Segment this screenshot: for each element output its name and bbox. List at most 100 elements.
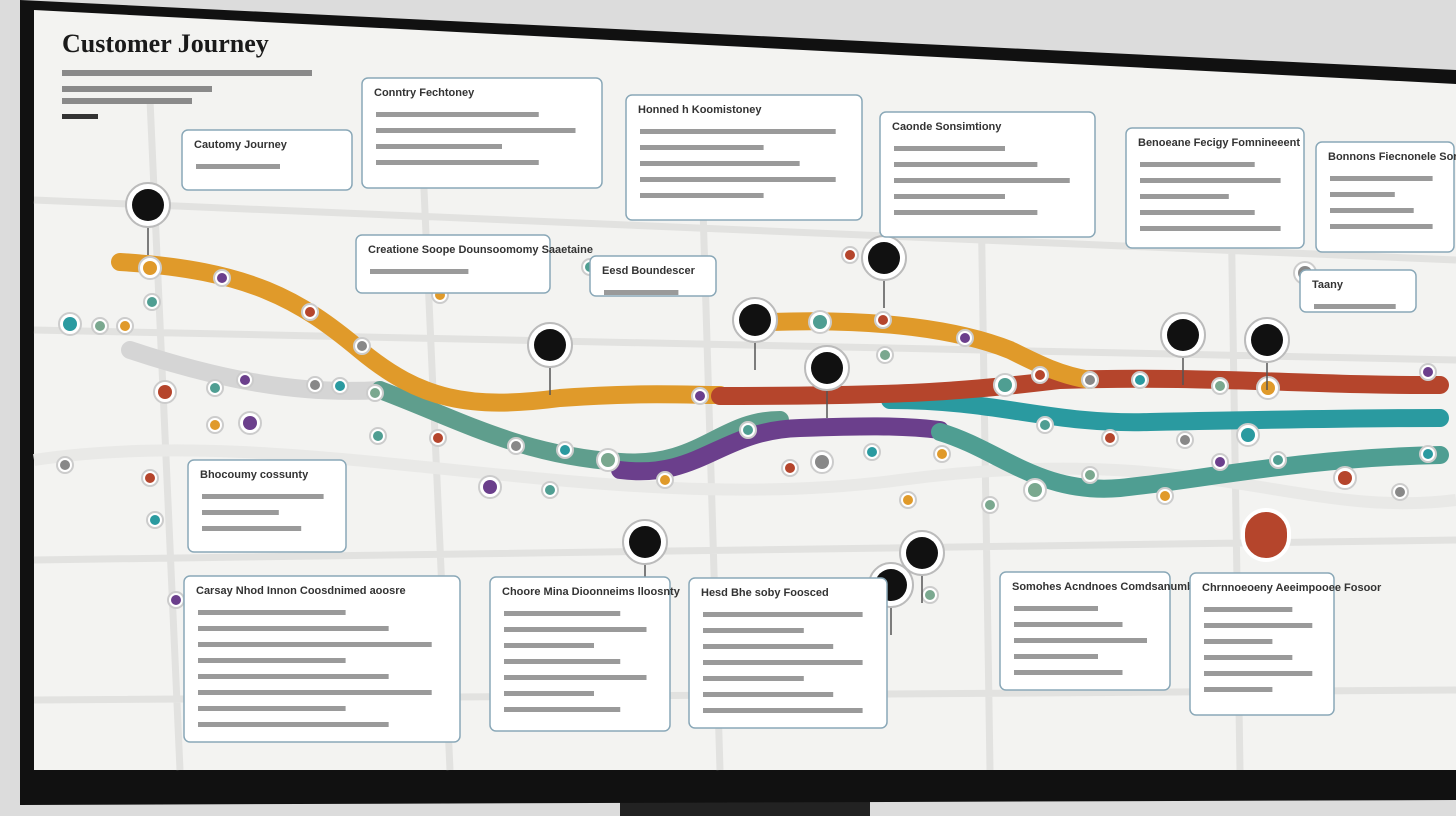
card-title: Hesd Bhe soby Foosced: [701, 587, 829, 599]
milestone: [629, 526, 661, 558]
touchpoint-core: [158, 385, 172, 399]
card-text-line: [504, 691, 594, 696]
card-text-line: [1014, 638, 1147, 643]
touchpoint-core: [867, 447, 877, 457]
milestone: [132, 189, 164, 221]
card-text-line: [1204, 607, 1293, 612]
touchpoint-core: [370, 388, 380, 398]
card-text-line: [504, 707, 621, 712]
milestone: [739, 304, 771, 336]
touchpoint-core: [143, 261, 157, 275]
touchpoint-core: [1105, 433, 1115, 443]
touchpoint-core: [217, 273, 227, 283]
touchpoint-core: [695, 391, 705, 401]
card-text-line: [198, 658, 346, 663]
touchpoint-core: [357, 341, 367, 351]
card-title: Chrnnoeoeny Aeeimpooee Fosoor: [1202, 582, 1382, 594]
touchpoint-core: [145, 473, 155, 483]
touchpoint-core: [210, 420, 220, 430]
card-text-line: [198, 674, 389, 679]
touchpoint-core: [335, 381, 345, 391]
card-text-line: [376, 112, 539, 117]
card-text-line: [640, 193, 764, 198]
touchpoint-core: [660, 475, 670, 485]
touchpoint-core: [1215, 457, 1225, 467]
card-text-line: [894, 178, 1070, 183]
touchpoints: [56, 182, 1437, 635]
card-text-line: [1204, 671, 1313, 676]
touchpoint-core: [813, 315, 827, 329]
milestone: [1251, 324, 1283, 356]
card: [589, 255, 717, 297]
card-text-line: [1204, 623, 1313, 628]
card-text-line: [376, 144, 502, 149]
card-text-line: [640, 177, 836, 182]
card-text-line: [1014, 654, 1098, 659]
highlight-tag: [1241, 508, 1291, 562]
milestone: [1167, 319, 1199, 351]
card-title: Bhocoumy cossunty: [200, 469, 309, 481]
card-text-line: [198, 722, 389, 727]
touchpoint-core: [483, 480, 497, 494]
touchpoint-core: [878, 315, 888, 325]
card-title: Benoeane Fecigy Fomnineeent: [1138, 137, 1300, 149]
card-text-line: [504, 659, 621, 664]
touchpoint-core: [960, 333, 970, 343]
touchpoint-core: [511, 441, 521, 451]
card: [355, 234, 551, 294]
touchpoint-core: [1423, 449, 1433, 459]
touchpoint-core: [373, 431, 383, 441]
touchpoint-core: [120, 321, 130, 331]
touchpoint-core: [937, 449, 947, 459]
card-text-line: [1014, 606, 1098, 611]
card-text-line: [198, 690, 432, 695]
card-text-line: [1140, 178, 1281, 183]
card-text-line: [504, 627, 647, 632]
subtitle-lines: [62, 70, 312, 119]
cards: Cautomy Journey Conntry Fechtoney Honned h…: [181, 77, 1456, 743]
touchpoint-core: [1241, 428, 1255, 442]
touchpoint-core: [998, 378, 1012, 392]
touchpoint-core: [60, 460, 70, 470]
route-orange: [111, 253, 729, 412]
card-text-line: [703, 644, 834, 649]
card-text-line: [198, 706, 346, 711]
card-title: Honned h Koomistoney: [638, 104, 762, 116]
milestone: [534, 329, 566, 361]
card-text-line: [1014, 622, 1123, 627]
card-text-line: [504, 611, 621, 616]
card-text-line: [1140, 162, 1255, 167]
card-text-line: [1330, 176, 1433, 181]
card-text-line: [640, 145, 764, 150]
card-title: Eesd Boundescer: [602, 265, 696, 277]
card-title: Conntry Fechtoney: [374, 87, 475, 99]
card-text-line: [1330, 224, 1433, 229]
card-text-line: [894, 210, 1038, 215]
touchpoint-core: [305, 307, 315, 317]
card-text-line: [894, 162, 1038, 167]
card-text-line: [894, 194, 1005, 199]
card: [879, 111, 1096, 238]
card-text-line: [894, 146, 1005, 151]
card-text-line: [370, 269, 469, 274]
touchpoint-core: [545, 485, 555, 495]
milestone: [811, 352, 843, 384]
touchpoint-core: [1035, 370, 1045, 380]
card: [1299, 269, 1417, 313]
card-title: Taany: [1312, 279, 1344, 291]
card-title: Choore Mina Dioonneims lloosnty: [502, 586, 681, 598]
route-teal-lower: [931, 423, 1449, 498]
touchpoint-core: [1261, 381, 1275, 395]
card-text-line: [703, 708, 863, 713]
card-text-line: [202, 526, 302, 531]
touchpoint-core: [785, 463, 795, 473]
touchpoint-core: [985, 500, 995, 510]
card-text-line: [1204, 655, 1293, 660]
route-cyan: [881, 391, 1449, 432]
touchpoint-core: [925, 590, 935, 600]
card-text-line: [1204, 639, 1273, 644]
touchpoint-core: [815, 455, 829, 469]
touchpoint-core: [150, 515, 160, 525]
card-text-line: [376, 128, 576, 133]
